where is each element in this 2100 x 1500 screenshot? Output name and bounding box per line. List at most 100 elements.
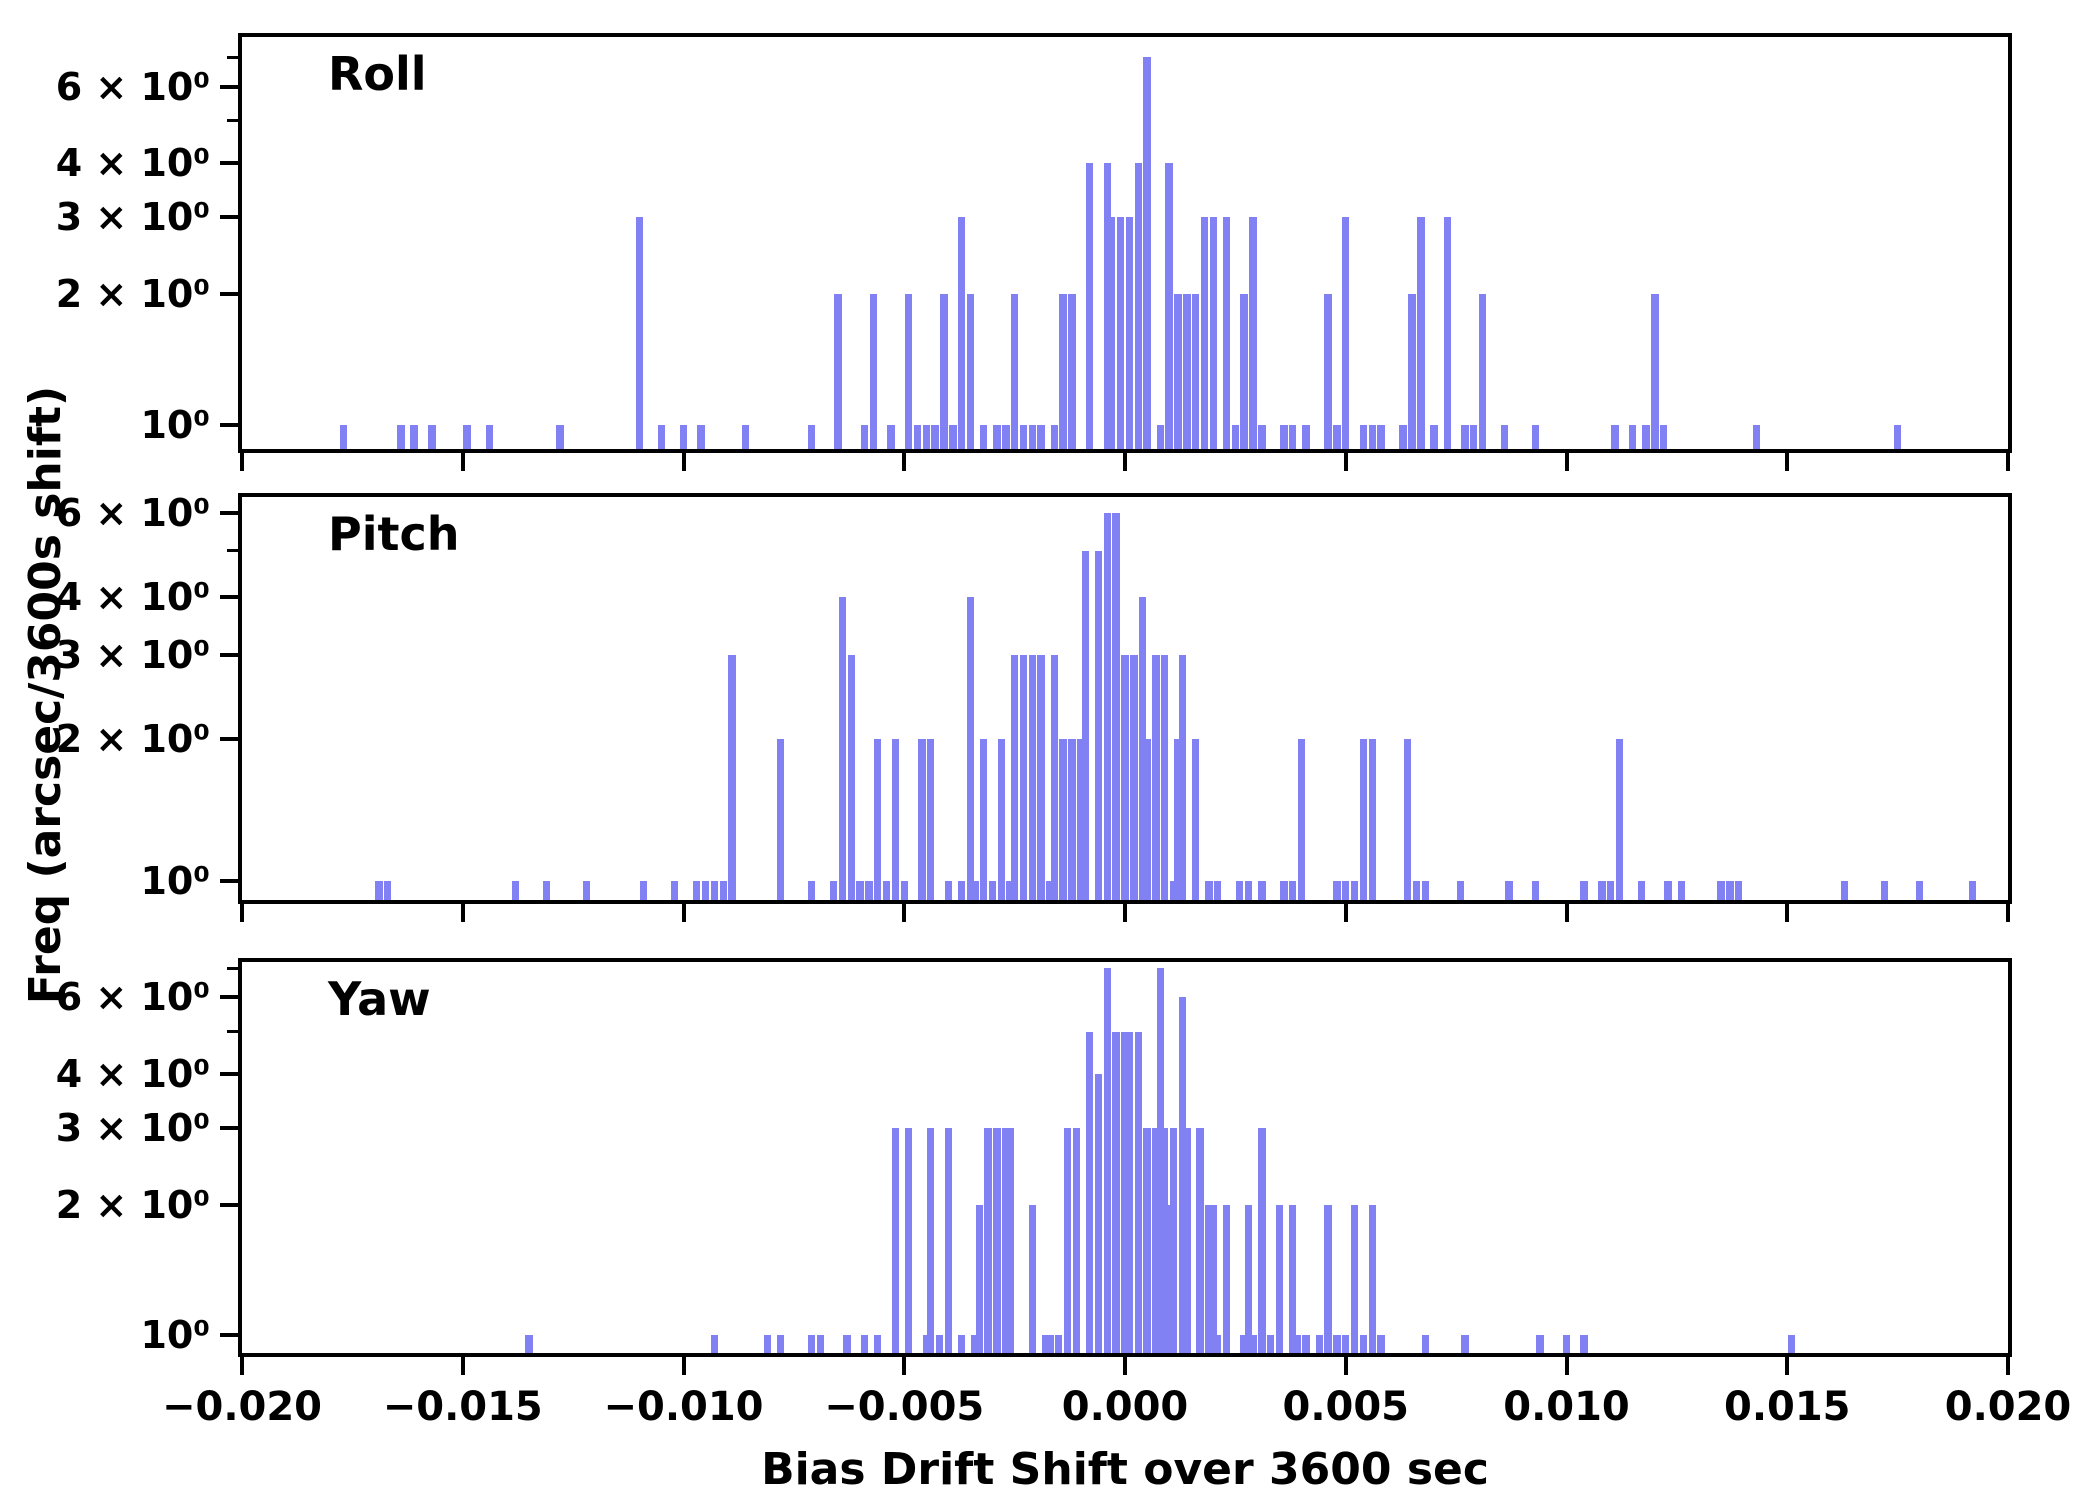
histogram-bar [657, 424, 666, 449]
histogram-bar [1085, 1031, 1094, 1353]
histogram-bar [1651, 293, 1659, 449]
histogram-bar [1461, 1335, 1469, 1353]
histogram-bar [1421, 880, 1429, 900]
histogram-bar [1156, 968, 1165, 1353]
histogram-bar [1236, 880, 1244, 900]
histogram-bar [1174, 293, 1182, 449]
histogram-bar [1403, 738, 1412, 900]
x-major-tick [1123, 904, 1127, 922]
histogram-bar [1037, 655, 1045, 900]
x-major-tick [902, 453, 907, 471]
histogram-bar [971, 880, 979, 900]
histogram-bar [1500, 424, 1509, 449]
x-tick-label: 0.015 [1723, 1384, 1851, 1430]
histogram-bar [1165, 163, 1173, 449]
y-minor-tick [227, 549, 238, 553]
x-major-tick [1785, 1357, 1790, 1375]
histogram-bar [1664, 880, 1672, 900]
x-major-tick [1123, 1357, 1127, 1375]
x-tick-label: 0.020 [1944, 1384, 2072, 1430]
histogram-bar [1196, 1128, 1204, 1353]
histogram-bar [1002, 1128, 1010, 1353]
x-tick-label: −0.010 [603, 1384, 764, 1430]
histogram-bar [1046, 1335, 1054, 1353]
y-major-tick [220, 511, 238, 516]
histogram-bar [1359, 424, 1368, 449]
histogram-bar [1478, 293, 1487, 449]
histogram-bar [741, 424, 750, 449]
histogram-bar [1659, 424, 1668, 449]
histogram-bar [927, 1128, 935, 1353]
histogram-bar [1103, 163, 1112, 449]
panel-roll: Roll 10⁰ 2 × 10⁰ 3 × 10⁰ 4 × 10⁰ 6 × 10⁰ [56, 33, 2012, 471]
histogram-bar [1002, 424, 1010, 449]
histogram-bar [993, 424, 1001, 449]
histogram-bar [1183, 293, 1191, 449]
histogram-bar [1840, 880, 1849, 900]
histogram-bar [1068, 738, 1076, 900]
x-tick-label: 0.005 [1282, 1384, 1410, 1430]
x-tick-label: −0.015 [382, 1384, 543, 1430]
histogram-bar [891, 1128, 900, 1353]
histogram-bar [1205, 880, 1213, 900]
histogram-bar [1028, 655, 1036, 900]
histogram-bar [1028, 1204, 1036, 1353]
y-tick-label: 4 × 10⁰ [55, 1051, 210, 1096]
histogram-bar [1443, 217, 1451, 449]
x-major-tick [240, 1357, 244, 1375]
histogram-bar [927, 738, 935, 900]
histogram-bar [397, 424, 405, 449]
y-tick-label: 4 × 10⁰ [55, 574, 210, 619]
histogram-bar [375, 880, 383, 900]
histogram-bar [860, 424, 869, 449]
histogram-bar [1121, 655, 1129, 900]
histogram-bar [1200, 217, 1209, 449]
histogram-bar [1717, 880, 1725, 900]
histogram-bar [1606, 880, 1615, 900]
histogram-bar [1677, 880, 1685, 900]
histogram-bar [512, 880, 520, 900]
y-tick-label: 3 × 10⁰ [55, 1106, 210, 1151]
histogram-bar [1085, 163, 1094, 449]
histogram-bar [1289, 424, 1297, 449]
histogram-bar [1289, 1204, 1297, 1353]
histogram-bar [1165, 1204, 1173, 1353]
histogram-bar [1342, 217, 1350, 449]
x-tick-label: −0.020 [161, 1384, 323, 1430]
x-major-tick [460, 904, 465, 922]
histogram-bar [776, 1335, 785, 1353]
x-major-tick [681, 453, 686, 471]
histogram-bar [1280, 424, 1288, 449]
histogram-bar [1174, 738, 1182, 900]
histogram-bar [1209, 1204, 1217, 1353]
histogram-bar [891, 738, 900, 900]
histogram-bar [1368, 738, 1376, 900]
histogram-bar [1143, 1128, 1151, 1353]
histogram-bar [763, 1335, 772, 1353]
histogram-bar [1412, 880, 1421, 900]
histogram-bar [1006, 1128, 1014, 1353]
histogram-bar [556, 424, 564, 449]
histogram-bar [1368, 424, 1376, 449]
y-major-tick [220, 995, 238, 1000]
histogram-bar [339, 424, 348, 449]
histogram-bar [1350, 880, 1359, 900]
histogram-bar [807, 1335, 816, 1353]
histogram-bar [1531, 424, 1540, 449]
x-major-tick [681, 904, 686, 922]
histogram-bar [838, 596, 847, 900]
y-major-tick [220, 291, 238, 296]
y-tick-label: 2 × 10⁰ [55, 716, 210, 761]
histogram-bar [1010, 293, 1019, 449]
histogram-bar [1266, 1335, 1275, 1353]
histogram-bar [957, 1335, 966, 1353]
histogram-bar [1156, 424, 1165, 449]
x-tick-label: −0.005 [824, 1384, 985, 1430]
histogram-bar [1103, 513, 1112, 900]
histogram-bar [1893, 424, 1902, 449]
histogram-bar [1249, 1335, 1257, 1353]
histogram-bar [1302, 1335, 1310, 1353]
histogram-bar [1531, 880, 1540, 900]
histogram-bar [1183, 1128, 1191, 1353]
histogram-bar [1408, 293, 1416, 449]
